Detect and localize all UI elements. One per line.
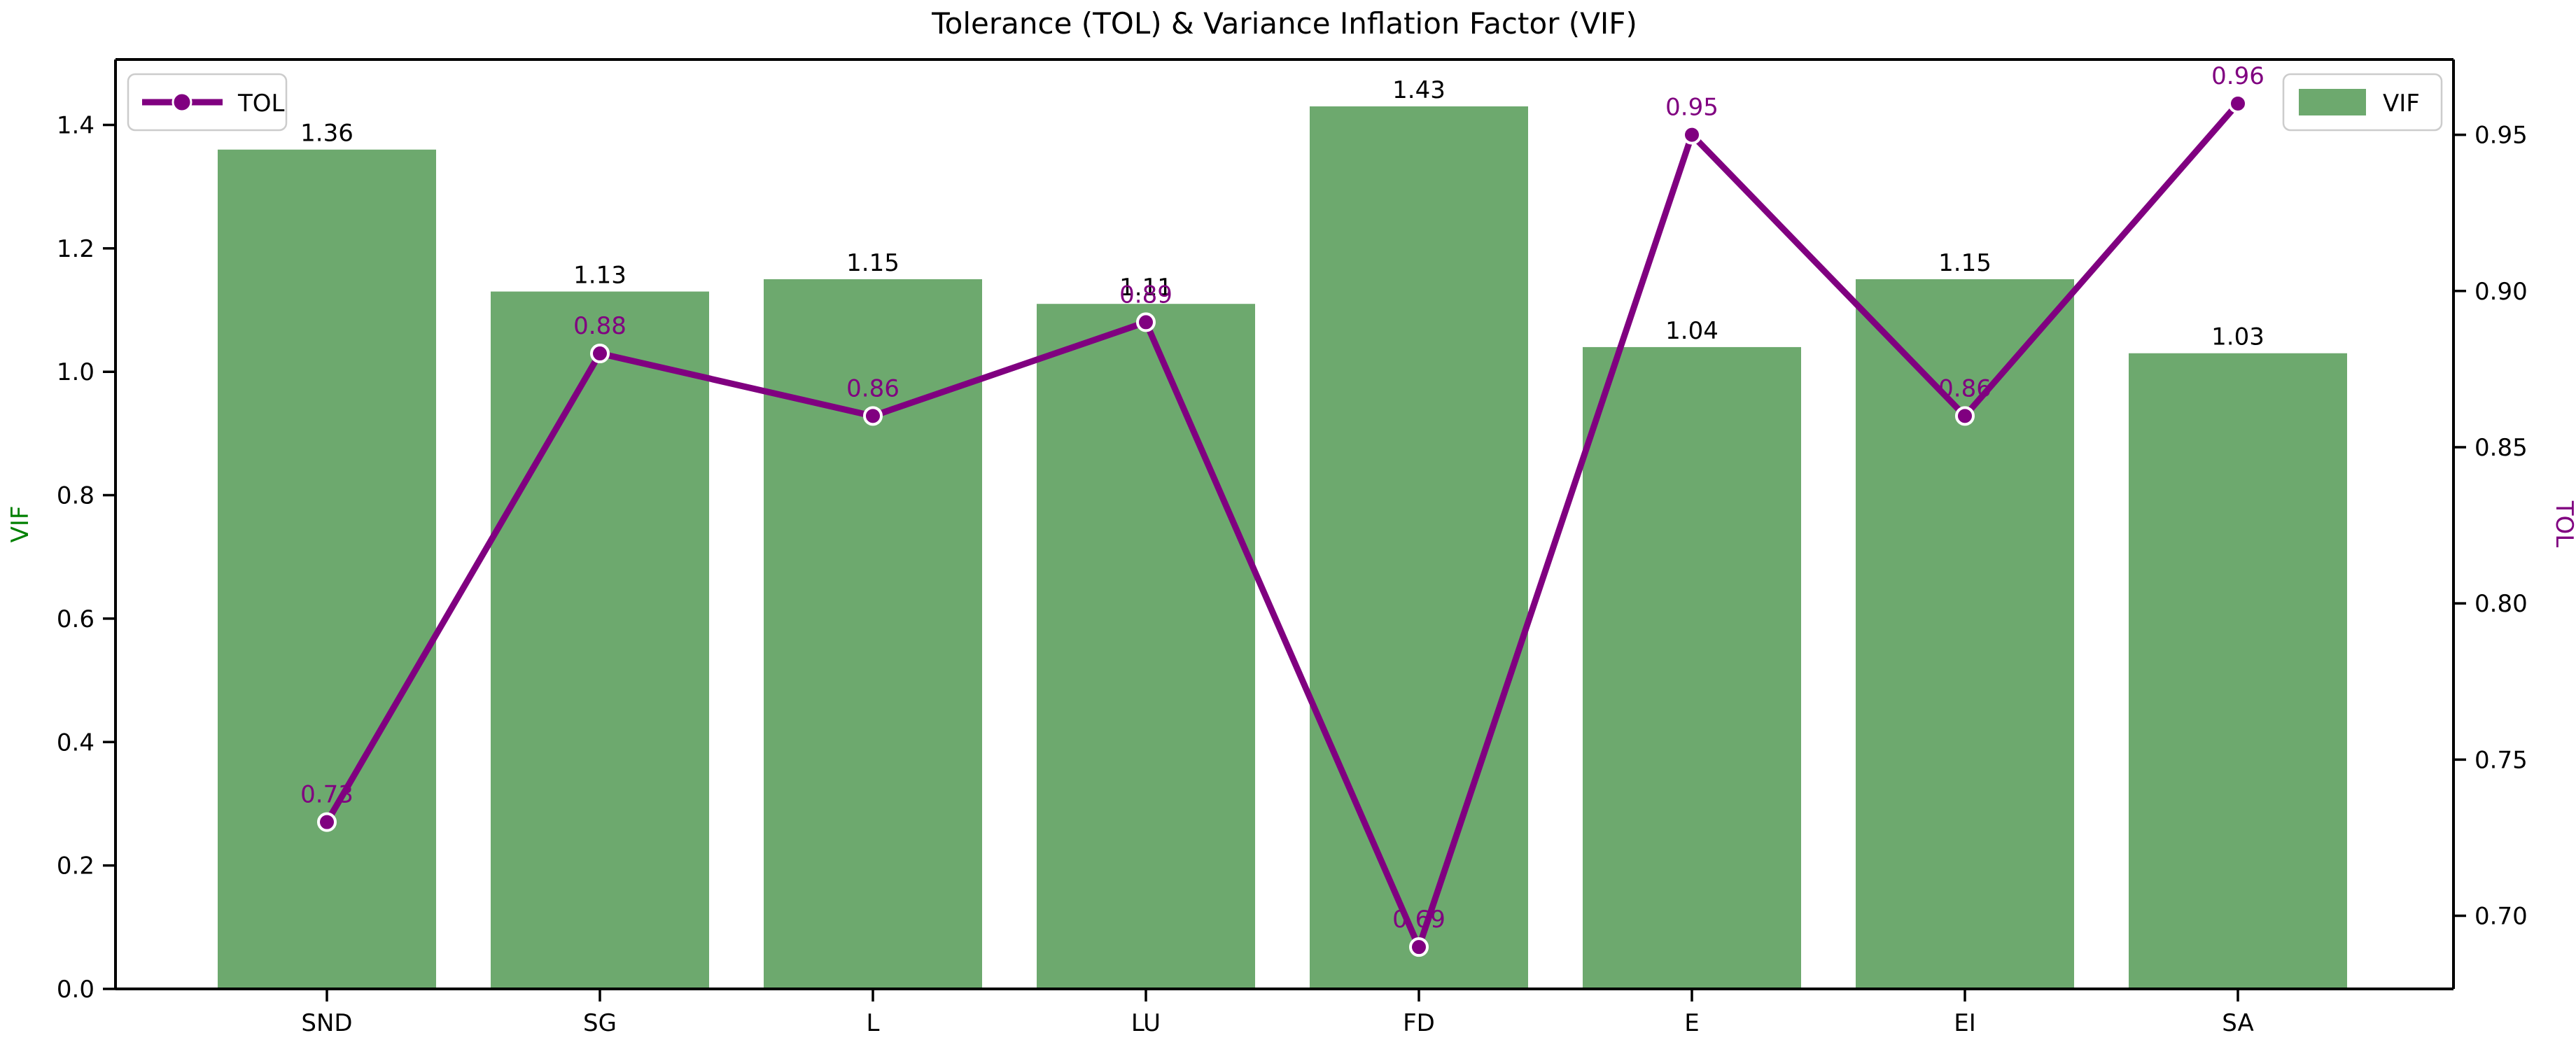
bar-value-label-FD: 1.43 (1392, 76, 1446, 104)
tol-line-series (317, 93, 2248, 957)
x-tick-label-SG: SG (583, 1009, 617, 1037)
right-axis-label-tol: TOL (2550, 500, 2576, 548)
tol-value-label-SND: 0.73 (300, 781, 354, 809)
tol-point-labels: 0.73 0.88 0.86 0.89 0.69 0.95 0.86 0.96 (300, 62, 2264, 934)
bar-SG (491, 291, 709, 989)
x-tick-label-SA: SA (2222, 1009, 2253, 1037)
legend-tol: TOL (127, 73, 288, 132)
tol-value-label-LU: 0.89 (1119, 281, 1172, 309)
tol-value-label-FD: 0.69 (1392, 906, 1446, 934)
tol-value-label-EI: 0.86 (1938, 374, 1991, 402)
left-tick-label: 0.0 (57, 976, 94, 1004)
x-tick-label-E: E (1684, 1009, 1699, 1037)
tol-line (323, 100, 2241, 950)
x-tick-label-L: L (867, 1009, 880, 1037)
left-tick-label: 1.4 (57, 111, 94, 139)
bar-value-label-E: 1.04 (1665, 317, 1718, 345)
legend-vif: VIF (2282, 73, 2443, 132)
right-tick-label: 0.70 (2474, 903, 2528, 931)
x-tick-label-LU: LU (1131, 1009, 1161, 1037)
right-tick-label: 0.95 (2474, 122, 2528, 150)
left-tick-label: 0.2 (57, 852, 94, 880)
axes: 0.0 0.2 0.4 0.6 0.8 1.0 1.2 1.4 0.70 0.75 0.80 0.85… (57, 58, 2528, 1037)
left-tick-label: 1.2 (57, 235, 94, 263)
tol-marker-E (1682, 125, 1702, 145)
legend-tol-marker (172, 92, 192, 113)
bar-value-label-EI: 1.15 (1938, 249, 1991, 277)
bar-EI (1856, 279, 2074, 989)
bar-value-label-LU: 1.11 (1119, 274, 1172, 302)
left-tick-label: 0.4 (57, 729, 94, 757)
tol-value-label-SA: 0.96 (2211, 62, 2264, 90)
x-tick-label-SND: SND (301, 1009, 352, 1037)
x-tick-label-EI: EI (1954, 1009, 1976, 1037)
bar-value-label-SG: 1.13 (573, 262, 626, 290)
x-tick-label-FD: FD (1403, 1009, 1435, 1037)
tol-marker-SG (590, 344, 610, 364)
vif-bars (218, 106, 2347, 990)
bar-value-label-L: 1.15 (846, 249, 899, 277)
tol-value-label-L: 0.86 (846, 374, 899, 402)
bar-value-label-SA: 1.03 (2211, 323, 2264, 351)
tol-marker-EI (1955, 406, 1975, 426)
right-tick-label: 0.90 (2474, 278, 2528, 306)
tol-marker-L (863, 406, 883, 426)
bar-SND (218, 149, 436, 990)
tol-marker-FD (1409, 937, 1429, 957)
tol-value-label-SG: 0.88 (573, 312, 626, 340)
tol-marker-SND (317, 812, 337, 832)
legend-vif-swatch (2299, 89, 2366, 115)
right-tick-label: 0.80 (2474, 590, 2528, 618)
right-tick-label: 0.75 (2474, 746, 2528, 774)
left-tick-label: 0.6 (57, 605, 94, 633)
tol-value-label-E: 0.95 (1665, 94, 1718, 122)
tol-marker-SA (2228, 93, 2248, 113)
bar-E (1583, 346, 1801, 990)
bar-value-label-SND: 1.36 (300, 120, 354, 148)
bar-LU (1037, 304, 1255, 990)
bar-FD (1310, 106, 1528, 990)
vif-bar-labels: 1.36 1.13 1.15 1.11 1.43 1.04 1.15 1.03 (300, 76, 2264, 351)
legend-vif-label: VIF (2383, 90, 2420, 118)
left-axis-label-vif: VIF (6, 506, 34, 543)
right-tick-label: 0.85 (2474, 434, 2528, 462)
tol-marker-LU (1136, 312, 1156, 332)
bar-SA (2129, 353, 2347, 989)
legend-tol-label: TOL (237, 90, 285, 118)
left-tick-label: 1.0 (57, 358, 94, 386)
chart-title: Tolerance (TOL) & Variance Inflation Fac… (931, 6, 1637, 41)
left-tick-label: 0.8 (57, 482, 94, 510)
